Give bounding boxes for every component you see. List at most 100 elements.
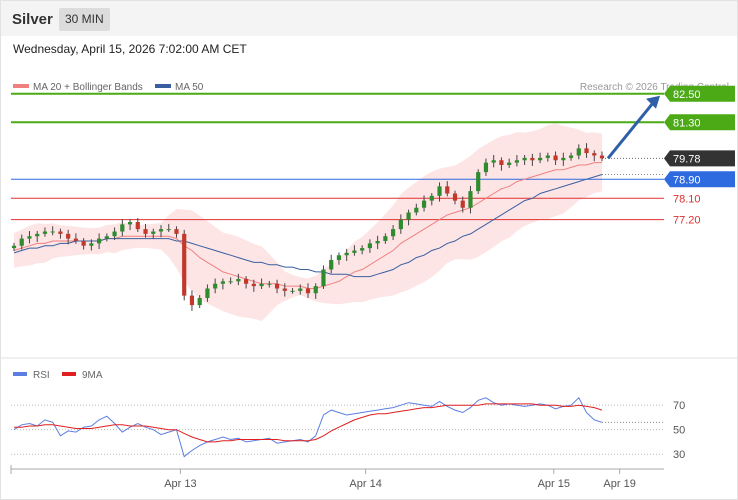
candle-body — [522, 157, 527, 161]
candle-body — [553, 155, 558, 161]
candle-body — [50, 231, 55, 233]
level-label-79.78: 79.78 — [673, 153, 701, 165]
candle-body — [27, 236, 32, 239]
candle-body — [73, 238, 78, 241]
x-tick-label: Apr 15 — [538, 478, 570, 490]
rsi-tick-label-50: 50 — [673, 425, 685, 437]
x-axis: Apr 13 Apr 14 Apr 15 Apr 19 — [10, 465, 636, 490]
candle-body — [561, 157, 566, 161]
candle-body — [584, 148, 589, 154]
candle-body — [104, 236, 109, 239]
candle-body — [42, 231, 48, 234]
candle-body — [143, 229, 148, 234]
credit-text: Research © 2026 Trading Central — [580, 82, 729, 93]
chart-datetime: Wednesday, April 15, 2026 7:02:00 AM CET — [13, 42, 247, 56]
x-tick-label: Apr 13 — [164, 478, 196, 490]
level-tag-82.50 — [664, 85, 735, 102]
candle-body — [599, 155, 605, 159]
candle-body — [228, 281, 233, 283]
candle-body — [58, 231, 63, 234]
candle-body — [344, 252, 349, 256]
candle-body — [151, 231, 156, 234]
candle-body — [460, 200, 465, 208]
x-tick-label: Apr 19 — [603, 478, 635, 490]
candle-body — [476, 172, 481, 192]
rsi-legend-swatch — [13, 372, 27, 376]
rsi-ma-legend-swatch — [62, 372, 76, 376]
candle-body — [197, 298, 202, 306]
candle-body — [97, 238, 102, 244]
candle-body — [89, 243, 94, 246]
rsi-legend-label: RSI — [33, 370, 50, 381]
candle-body — [189, 295, 195, 306]
candle-body — [391, 229, 396, 237]
candle-body — [406, 212, 411, 220]
candle-body — [313, 286, 318, 294]
candle-body — [66, 233, 71, 239]
candle-body — [166, 229, 171, 231]
candle-body — [205, 288, 210, 298]
header-bar: Silver 30 MIN — [1, 1, 737, 36]
candle-body — [158, 229, 164, 232]
candle-body — [112, 231, 117, 237]
candle-body — [290, 290, 295, 292]
candle-body — [445, 186, 450, 194]
rsi-ma-line — [14, 403, 603, 443]
candle-body — [414, 207, 419, 213]
candle-body — [491, 160, 496, 163]
candle-body — [298, 288, 303, 291]
candle-body — [274, 283, 280, 289]
candle-body — [182, 233, 187, 296]
candle-body — [305, 288, 311, 294]
level-tag-78.90 — [664, 171, 735, 188]
candle-body — [592, 153, 597, 156]
rsi-tick-label-30: 30 — [673, 449, 685, 461]
candle-body — [375, 241, 380, 244]
candle-body — [499, 160, 504, 165]
level-label-77.20: 77.20 — [673, 215, 701, 227]
candle-body — [135, 222, 140, 230]
candle-body — [220, 281, 225, 284]
candle-body — [259, 283, 264, 287]
level-label-78.90: 78.90 — [673, 174, 701, 186]
candle-body — [19, 238, 24, 246]
ma50-line — [13, 174, 603, 278]
candle-body — [545, 155, 550, 158]
candle-body — [329, 260, 334, 270]
level-label-82.50: 82.50 — [673, 89, 701, 101]
candle-body — [244, 279, 249, 284]
candle-body — [421, 200, 427, 208]
candle-body — [267, 283, 272, 285]
candle-body — [360, 248, 365, 251]
candle-body — [429, 195, 434, 201]
candle-body — [120, 224, 125, 232]
candle-body — [568, 155, 574, 158]
ma20-legend-swatch — [13, 84, 29, 88]
ma50-legend-label: MA 50 — [175, 82, 204, 93]
candle-body — [321, 269, 326, 287]
candle-body — [452, 193, 458, 201]
candle-body — [468, 191, 473, 208]
candle-body — [383, 236, 388, 241]
candle-body — [251, 283, 256, 287]
price-chart: 82.50 81.30 79.78 78.90 78.10 77.20 — [11, 85, 735, 322]
timeframe-badge[interactable]: 30 MIN — [59, 8, 110, 31]
candle-body — [352, 250, 357, 253]
candle-body — [35, 233, 40, 237]
candle-body — [336, 255, 342, 260]
level-label-78.10: 78.10 — [673, 193, 701, 205]
candle-body — [398, 219, 403, 230]
level-tag-79.78 — [664, 150, 735, 167]
candle-body — [236, 279, 241, 282]
symbol-title: Silver — [12, 11, 53, 28]
rsi-line — [13, 396, 603, 458]
candle-body — [514, 160, 519, 163]
candle-body — [81, 241, 86, 246]
candle-body — [538, 157, 543, 161]
candle-body — [174, 229, 179, 234]
ma50-legend-swatch — [155, 84, 171, 88]
candle-body — [576, 148, 581, 156]
rsi-chart: 70 50 30 — [11, 396, 685, 461]
forecast-arrow-head — [646, 95, 660, 109]
